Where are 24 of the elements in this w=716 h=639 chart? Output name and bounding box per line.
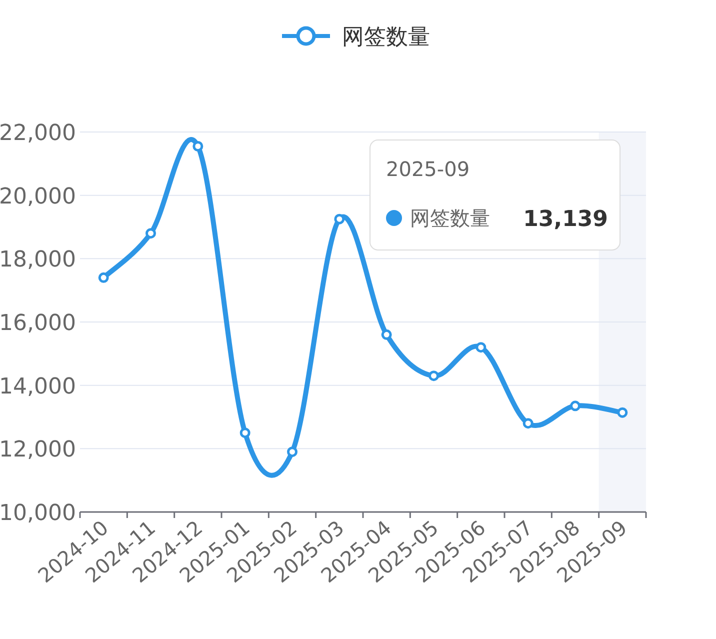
y-tick-label: 22,000 [0,121,76,146]
y-tick-label: 20,000 [0,184,76,210]
annotation: 2025-09 [386,157,470,181]
point [192,141,204,152]
point [476,342,486,353]
y-tick-label: 16,000 [0,311,76,336]
point [522,418,534,429]
point [240,428,250,438]
y-tick-label: 10,000 [0,501,76,526]
tooltip: 2025-09 网签数量 13,139 [370,140,620,250]
legend-label: 网签数量 [342,25,430,50]
point [381,329,392,340]
y-tick-label: 14,000 [0,374,76,400]
annotation: 网签数量 [410,206,490,230]
y-tick-label: 12,000 [0,438,76,463]
annotation: 13,139 [523,207,608,232]
point [146,228,156,239]
point [617,407,628,418]
point [570,400,580,412]
point [287,446,298,458]
point [98,272,109,283]
point [334,214,345,224]
y-tick-label: 18,000 [0,248,76,273]
point [428,370,439,382]
